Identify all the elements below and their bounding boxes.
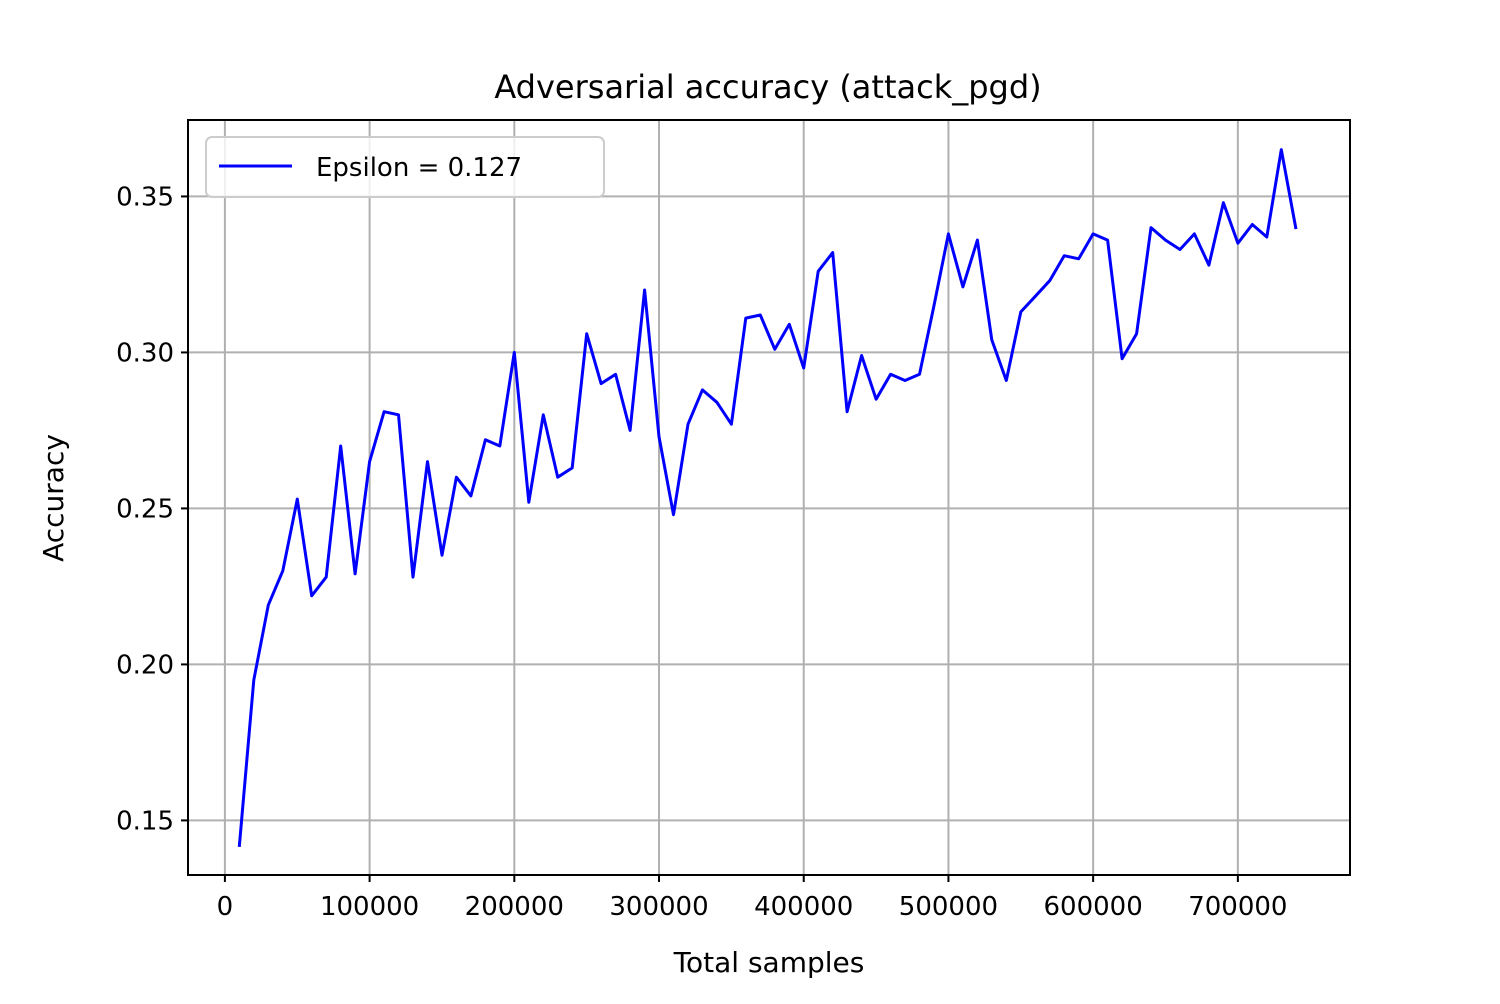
x-tick-label: 400000 [754,892,853,922]
x-axis-ticks: 0 100000 200000 300000 400000 500000 600000 700… [217,875,1287,922]
legend-box [205,136,605,198]
y-axis-label: Accuracy [37,434,70,562]
x-tick-label: 100000 [320,892,419,922]
x-tick-label: 200000 [465,892,564,922]
x-tick-label: 0 [217,892,234,922]
y-axis-ticks: 0.15 0.20 0.25 0.30 0.35 [116,182,188,836]
chart-title: Adversarial accuracy (attack_pgd) [494,68,1041,106]
x-tick-label: 500000 [899,892,998,922]
y-tick-label: 0.25 [116,494,174,524]
x-tick-label: 300000 [609,892,708,922]
x-tick-label: 600000 [1044,892,1143,922]
series-layer [237,148,1298,848]
y-tick-label: 0.35 [116,182,174,212]
y-tick-label: 0.30 [116,338,174,368]
legend: Epsilon = 0.127 [205,136,605,198]
x-axis-label: Total samples [673,946,865,979]
plot-area-frame [187,119,1351,876]
legend-label: Epsilon = 0.127 [316,153,522,183]
y-tick-label: 0.15 [116,806,174,836]
x-tick-label: 700000 [1188,892,1287,922]
y-tick-label: 0.20 [116,650,174,680]
grid [188,120,1350,875]
series-line [237,148,1298,848]
